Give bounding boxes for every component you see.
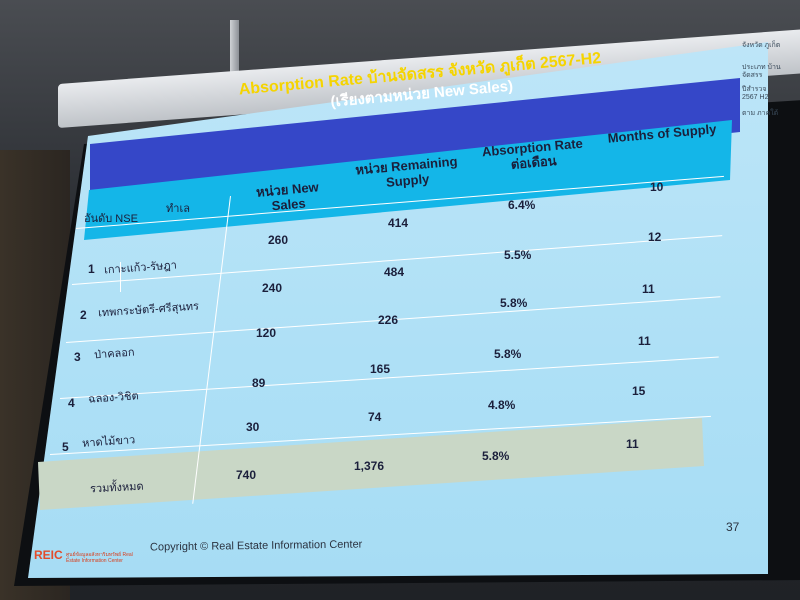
reic-logo: REIC <box>34 548 63 562</box>
row-4-remaining: 165 <box>370 362 391 376</box>
row-1-absorption: 6.4% <box>508 198 536 212</box>
row-3-remaining: 226 <box>378 313 399 327</box>
row-1-new-sales: 260 <box>268 233 289 247</box>
copyright-footer: Copyright © Real Estate Information Cent… <box>149 538 363 554</box>
row-5-rank: 5 <box>62 440 69 454</box>
side-note-year: ปีสำรวจ 2567 H2 <box>742 86 769 101</box>
row-5-remaining: 74 <box>368 410 382 424</box>
row-4-location: ฉลอง-วิชิต <box>87 390 140 406</box>
row-4-absorption: 5.8% <box>494 347 522 361</box>
ceiling-pole <box>230 20 239 110</box>
row-2-remaining: 484 <box>384 265 405 279</box>
side-note-type: ประเภท บ้านจัดสรร <box>742 64 781 79</box>
page-number: 37 <box>726 520 740 534</box>
row-4-new-sales: 89 <box>252 376 266 390</box>
row-1-rank: 1 <box>88 262 95 276</box>
header-location: ทำเล <box>166 203 190 215</box>
total-remaining: 1,376 <box>354 459 385 473</box>
row-3-rank: 3 <box>74 350 81 364</box>
total-new-sales: 740 <box>236 468 257 482</box>
total-absorption: 5.8% <box>482 449 510 463</box>
header-rank: อันดับ NSE <box>84 213 138 225</box>
total-months: 11 <box>626 437 639 451</box>
row-1-location: เกาะแก้ว-รัษฎา <box>103 259 178 277</box>
row-2-months: 12 <box>648 230 662 244</box>
row-5-months: 15 <box>632 384 646 398</box>
row-2-absorption: 5.5% <box>504 248 532 262</box>
reic-logo-subtext: ศูนย์ข้อมูลอสังหาริมทรัพย์ Real Estate I… <box>66 552 133 564</box>
row-2-location: เทพกระษัตรี-ศรีสุนทร <box>97 300 200 320</box>
row-3-absorption: 5.8% <box>500 296 528 310</box>
row-5-absorption: 4.8% <box>488 398 516 412</box>
side-note-region: ตาม ภาคใต้ <box>742 110 779 117</box>
side-note-province: จังหวัด ภูเก็ต <box>742 42 781 49</box>
row-5-location: หาดไม้ขาว <box>81 434 136 450</box>
total-label: รวมทั้งหมด <box>89 480 144 496</box>
row-4-months: 11 <box>638 334 651 348</box>
row-5-new-sales: 30 <box>246 420 260 434</box>
row-1-remaining: 414 <box>388 216 409 230</box>
row-3-months: 11 <box>642 282 655 296</box>
column-line <box>120 262 121 292</box>
row-2-new-sales: 240 <box>262 281 283 295</box>
row-4-rank: 4 <box>68 396 75 410</box>
row-1-months: 10 <box>650 180 664 194</box>
row-3-location: ป่าคลอก <box>93 346 135 362</box>
row-3-new-sales: 120 <box>256 326 277 340</box>
row-2-rank: 2 <box>80 308 87 322</box>
